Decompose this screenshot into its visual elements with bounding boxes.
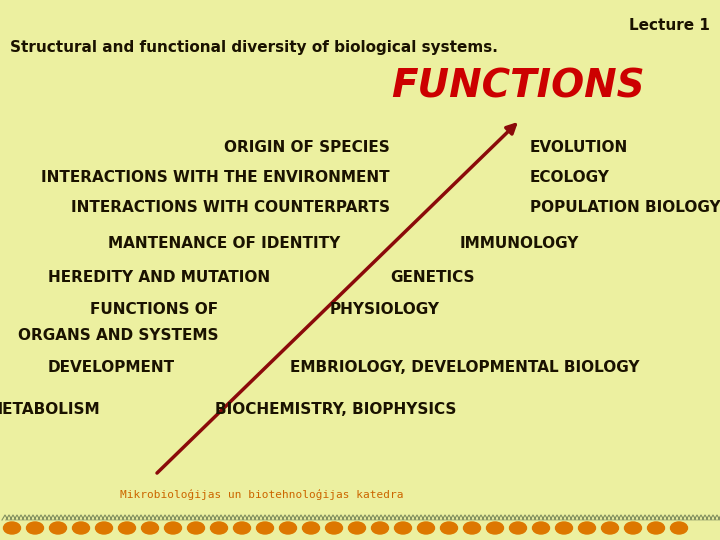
Text: POPULATION BIOLOGY: POPULATION BIOLOGY	[530, 200, 720, 215]
Ellipse shape	[372, 522, 389, 534]
Ellipse shape	[510, 522, 526, 534]
Ellipse shape	[50, 522, 66, 534]
Text: MANTENANCE OF IDENTITY: MANTENANCE OF IDENTITY	[108, 235, 340, 251]
Ellipse shape	[27, 522, 43, 534]
Ellipse shape	[119, 522, 135, 534]
Ellipse shape	[464, 522, 480, 534]
Ellipse shape	[279, 522, 297, 534]
Ellipse shape	[96, 522, 112, 534]
Text: Lecture 1: Lecture 1	[629, 18, 710, 33]
Ellipse shape	[142, 522, 158, 534]
Ellipse shape	[302, 522, 320, 534]
Text: Mikrobioloģijas un biotehnoloģijas katedra: Mikrobioloģijas un biotehnoloģijas kated…	[120, 490, 403, 501]
Ellipse shape	[487, 522, 503, 534]
Ellipse shape	[533, 522, 549, 534]
Text: INTERACTIONS WITH THE ENVIRONMENT: INTERACTIONS WITH THE ENVIRONMENT	[41, 171, 390, 186]
Ellipse shape	[578, 522, 595, 534]
Ellipse shape	[210, 522, 228, 534]
Ellipse shape	[418, 522, 434, 534]
Ellipse shape	[624, 522, 642, 534]
Text: ORGANS AND SYSTEMS: ORGANS AND SYSTEMS	[17, 327, 218, 342]
Text: IMMUNOLOGY: IMMUNOLOGY	[460, 235, 580, 251]
Ellipse shape	[164, 522, 181, 534]
Text: INTERACTIONS WITH COUNTERPARTS: INTERACTIONS WITH COUNTERPARTS	[71, 200, 390, 215]
Ellipse shape	[601, 522, 618, 534]
Text: HEREDITY AND MUTATION: HEREDITY AND MUTATION	[48, 271, 270, 286]
Text: DEVELOPMENT: DEVELOPMENT	[48, 360, 175, 375]
Text: METABOLISM: METABOLISM	[0, 402, 100, 417]
Ellipse shape	[187, 522, 204, 534]
Text: GENETICS: GENETICS	[390, 271, 474, 286]
Ellipse shape	[348, 522, 366, 534]
Text: EVOLUTION: EVOLUTION	[530, 140, 629, 156]
Ellipse shape	[556, 522, 572, 534]
Ellipse shape	[73, 522, 89, 534]
Text: FUNCTIONS OF: FUNCTIONS OF	[90, 302, 218, 318]
Ellipse shape	[4, 522, 20, 534]
Ellipse shape	[256, 522, 274, 534]
Ellipse shape	[441, 522, 457, 534]
Ellipse shape	[325, 522, 343, 534]
Ellipse shape	[670, 522, 688, 534]
Text: PHYSIOLOGY: PHYSIOLOGY	[330, 302, 440, 318]
Text: ORIGIN OF SPECIES: ORIGIN OF SPECIES	[224, 140, 390, 156]
Text: BIOCHEMISTRY, BIOPHYSICS: BIOCHEMISTRY, BIOPHYSICS	[215, 402, 456, 417]
Ellipse shape	[647, 522, 665, 534]
Text: ECOLOGY: ECOLOGY	[530, 171, 610, 186]
Text: FUNCTIONS: FUNCTIONS	[392, 68, 645, 106]
Text: Structural and functional diversity of biological systems.: Structural and functional diversity of b…	[10, 40, 498, 55]
Ellipse shape	[233, 522, 251, 534]
Text: EMBRIOLOGY, DEVELOPMENTAL BIOLOGY: EMBRIOLOGY, DEVELOPMENTAL BIOLOGY	[290, 360, 639, 375]
Ellipse shape	[395, 522, 412, 534]
